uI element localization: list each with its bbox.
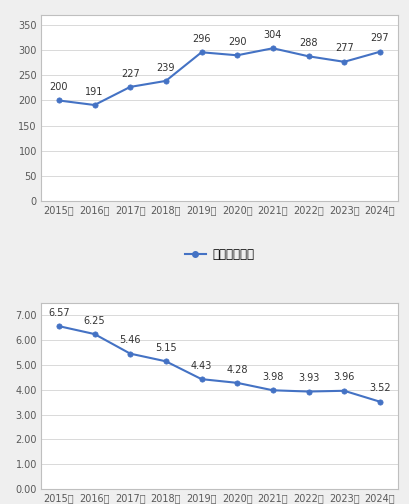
Text: 304: 304 [263,30,281,40]
Text: 239: 239 [156,62,175,73]
Text: 277: 277 [334,43,353,53]
Text: 227: 227 [121,69,139,79]
Text: 3.52: 3.52 [368,384,390,393]
Text: 5.15: 5.15 [155,343,176,353]
Text: 290: 290 [227,37,246,47]
Text: 288: 288 [299,38,317,48]
Legend: 全年优良天数: 全年优良天数 [180,243,258,266]
Text: 3.93: 3.93 [297,373,319,383]
Text: 296: 296 [192,34,210,44]
Text: 6.57: 6.57 [48,308,70,318]
Text: 191: 191 [85,87,103,97]
Text: 6.25: 6.25 [83,316,105,326]
Text: 3.98: 3.98 [261,372,283,382]
Text: 4.28: 4.28 [226,364,247,374]
Text: 200: 200 [49,82,68,92]
Text: 5.46: 5.46 [119,335,141,345]
Text: 297: 297 [370,33,388,43]
Text: 4.43: 4.43 [190,361,212,371]
Text: 3.96: 3.96 [333,372,354,383]
